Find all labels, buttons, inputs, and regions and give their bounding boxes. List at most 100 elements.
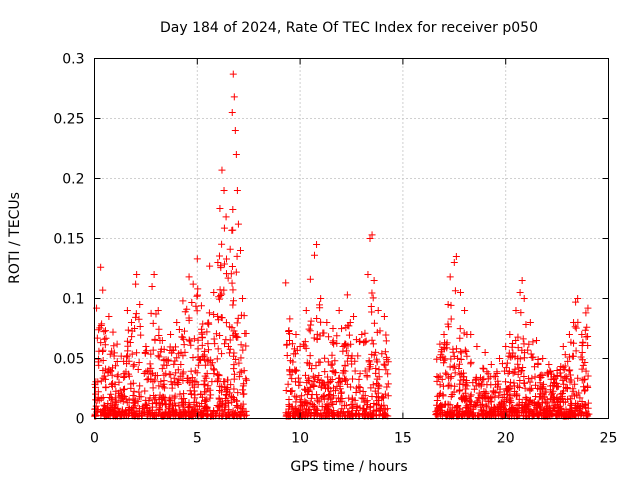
- data-point: [233, 252, 241, 260]
- data-point: [384, 358, 392, 366]
- data-point: [173, 319, 181, 326]
- data-point: [345, 331, 353, 339]
- data-point: [298, 392, 306, 400]
- data-point: [514, 333, 522, 341]
- y-tick-label: 0.1: [62, 292, 84, 308]
- data-point: [112, 398, 120, 406]
- data-point: [143, 376, 151, 384]
- data-point: [352, 411, 360, 419]
- data-point: [232, 151, 240, 158]
- data-point: [102, 365, 110, 373]
- data-point: [149, 384, 157, 392]
- data-point: [335, 374, 343, 382]
- data-point: [168, 346, 176, 354]
- data-point: [381, 348, 389, 356]
- data-point: [136, 382, 144, 390]
- x-tick-label: 0: [90, 431, 99, 447]
- data-point: [436, 340, 444, 348]
- data-point: [539, 355, 547, 362]
- data-point: [99, 356, 107, 364]
- data-point: [177, 361, 185, 369]
- data-point: [459, 407, 467, 415]
- data-point: [218, 314, 226, 322]
- data-point: [581, 326, 589, 334]
- data-point: [325, 390, 333, 398]
- data-point: [559, 364, 567, 372]
- data-point: [192, 302, 200, 310]
- data-point: [449, 345, 457, 353]
- data-point: [159, 400, 167, 408]
- data-point: [285, 395, 293, 403]
- data-point: [285, 408, 293, 416]
- data-point: [520, 295, 528, 302]
- x-tick-label: 25: [600, 431, 618, 447]
- data-point: [574, 295, 582, 302]
- data-point: [380, 313, 388, 320]
- data-point: [342, 324, 350, 332]
- data-point: [295, 406, 303, 414]
- data-point: [160, 345, 168, 353]
- data-point: [384, 380, 392, 388]
- data-point: [338, 325, 346, 333]
- data-point: [565, 367, 573, 375]
- data-point: [155, 331, 163, 339]
- data-point: [155, 382, 163, 390]
- data-point: [306, 275, 314, 283]
- data-point: [364, 271, 372, 278]
- data-point: [308, 365, 316, 373]
- data-point: [212, 330, 220, 338]
- data-point: [570, 339, 578, 347]
- data-point: [95, 361, 103, 369]
- data-point: [194, 345, 202, 353]
- data-point: [213, 377, 221, 385]
- data-point: [507, 404, 515, 412]
- data-point: [545, 361, 553, 368]
- data-point: [506, 331, 514, 338]
- data-point: [564, 357, 572, 365]
- data-point: [149, 346, 157, 354]
- data-point: [127, 384, 135, 392]
- data-point: [234, 220, 242, 228]
- data-point: [324, 392, 332, 400]
- data-point: [283, 351, 291, 359]
- data-point: [307, 410, 315, 418]
- data-point: [309, 401, 317, 409]
- data-point: [206, 386, 214, 394]
- data-point: [170, 374, 178, 382]
- data-point: [373, 358, 381, 366]
- data-point: [154, 352, 162, 360]
- data-point: [461, 346, 469, 354]
- data-point: [584, 341, 592, 349]
- data-point: [181, 308, 189, 316]
- data-point: [286, 315, 294, 323]
- data-point: [206, 394, 214, 402]
- data-point: [379, 411, 387, 419]
- data-point: [368, 289, 376, 297]
- data-point: [479, 393, 487, 401]
- data-point: [234, 314, 242, 322]
- data-point: [342, 375, 350, 383]
- data-point: [197, 302, 205, 310]
- data-point: [516, 355, 524, 363]
- data-point: [295, 381, 303, 389]
- data-point: [313, 315, 321, 323]
- data-point: [579, 338, 587, 346]
- data-point: [539, 385, 547, 393]
- data-point: [210, 311, 218, 319]
- data-point: [569, 352, 577, 360]
- data-point: [465, 412, 473, 420]
- data-point: [444, 301, 452, 308]
- data-point: [125, 409, 133, 417]
- data-point: [462, 385, 470, 393]
- data-point: [175, 401, 183, 409]
- data-point: [303, 379, 311, 387]
- data-point: [467, 391, 475, 399]
- data-point: [469, 379, 477, 387]
- data-point: [185, 336, 193, 344]
- data-point: [382, 412, 390, 420]
- data-point: [343, 291, 351, 299]
- data-point: [363, 405, 371, 413]
- data-point: [117, 352, 125, 360]
- data-point: [365, 357, 373, 365]
